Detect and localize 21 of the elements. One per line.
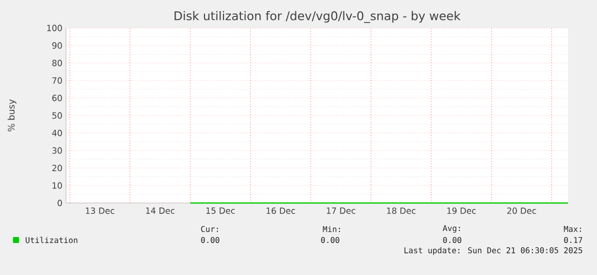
- x-tick-label: 17 Dec: [326, 208, 356, 214]
- y-tick-label: 50: [52, 112, 62, 119]
- y-tick-label: 20: [52, 164, 62, 172]
- x-tick-label: 16 Dec: [266, 208, 295, 214]
- y-tick-label: 30: [52, 147, 62, 154]
- y-tick-label: 100: [47, 24, 62, 32]
- y-axis-title: % busy: [8, 99, 16, 132]
- x-tick-label: 18 Dec: [387, 208, 416, 214]
- x-tick-label: 19 Dec: [447, 208, 476, 214]
- y-tick-label: 40: [52, 130, 62, 136]
- y-tick-label: 0: [58, 200, 62, 206]
- x-tick-label: 14 Dec: [146, 208, 175, 214]
- x-tick-label: 15 Dec: [206, 208, 235, 214]
- y-tick-label: 80: [52, 60, 62, 66]
- x-tick-label: 20 Dec: [507, 208, 536, 214]
- y-tick-label: 60: [52, 94, 62, 102]
- x-tick-label: 13 Dec: [86, 208, 114, 214]
- chart-title: Disk utilization for /dev/vg0/lv-0_snap - by week: [174, 11, 461, 23]
- y-tick-label: 90: [52, 42, 62, 49]
- y-tick-label: 10: [52, 182, 62, 189]
- y-tick-label: 70: [52, 77, 62, 84]
